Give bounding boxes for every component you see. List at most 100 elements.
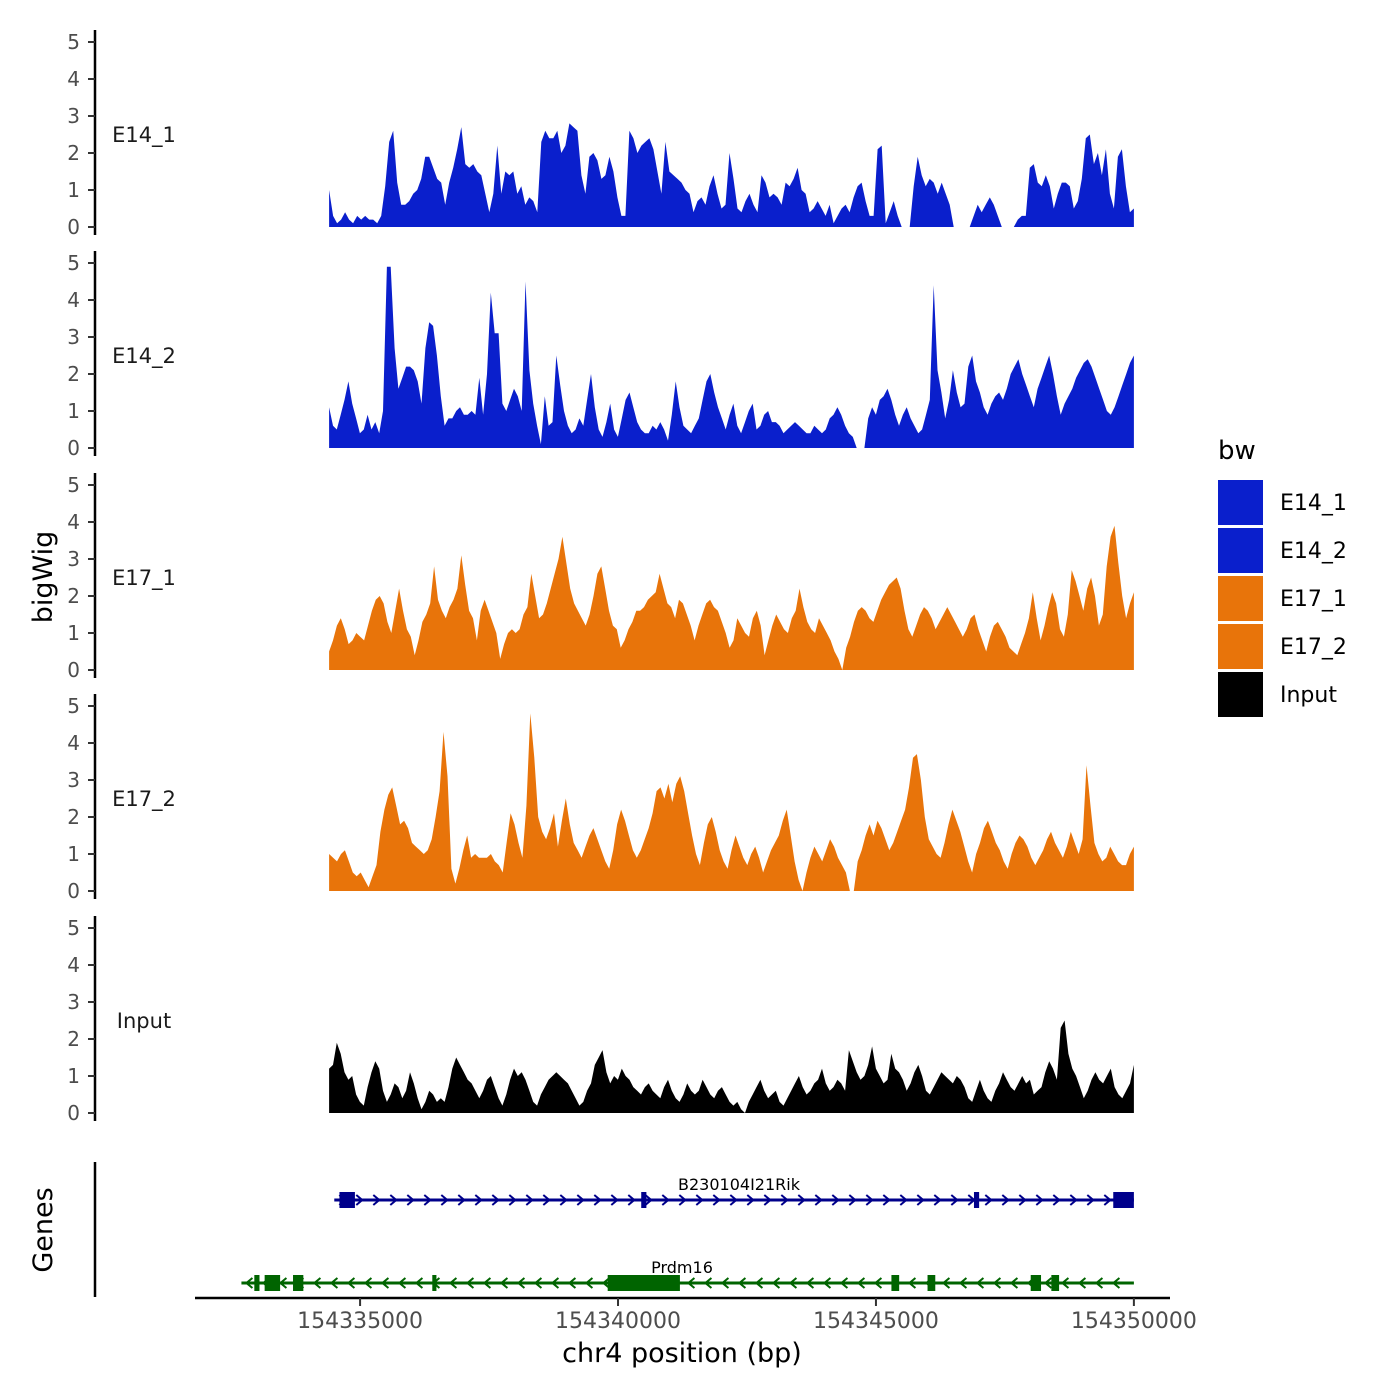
strand-arrow (278, 1277, 288, 1289)
strand-arrow (644, 1194, 653, 1206)
strand-arrow (610, 1194, 619, 1206)
exon (1051, 1275, 1060, 1291)
y-axis-title: bigWig (28, 531, 59, 624)
y-tick-label: 3 (67, 547, 80, 571)
strand-arrow (848, 1194, 857, 1206)
y-tick-label: 0 (67, 879, 80, 903)
y-tick-label: 5 (67, 473, 80, 497)
strand-arrow (831, 1194, 840, 1206)
strand-arrow (372, 1194, 381, 1206)
strand-arrow (661, 1194, 670, 1206)
strand-arrow (1069, 1194, 1078, 1206)
strand-arrow (601, 1277, 611, 1289)
y-tick-label: 2 (67, 805, 80, 829)
exon (1113, 1192, 1134, 1208)
gene-label: B230104I21Rik (678, 1175, 801, 1194)
exon (1030, 1275, 1042, 1291)
exon (891, 1275, 900, 1291)
strand-arrow (525, 1194, 534, 1206)
strand-arrow (244, 1277, 254, 1289)
strand-arrow (1060, 1277, 1070, 1289)
strand-arrow (1077, 1277, 1087, 1289)
strand-arrow (1086, 1194, 1095, 1206)
strand-arrow (457, 1194, 466, 1206)
strand-arrow (839, 1277, 849, 1289)
strand-arrow (678, 1194, 687, 1206)
strand-arrow (440, 1194, 449, 1206)
strand-arrow (567, 1277, 577, 1289)
exon (973, 1192, 980, 1208)
legend-swatch-e14-2 (1218, 528, 1263, 573)
exon (264, 1275, 281, 1291)
strand-arrow (423, 1194, 432, 1206)
y-tick-label: 4 (67, 953, 80, 977)
y-tick-label: 4 (67, 288, 80, 312)
strand-arrow (856, 1277, 866, 1289)
x-tick-label: 154350000 (1071, 1309, 1197, 1334)
coverage-area-e17-2 (329, 713, 1134, 891)
strand-arrow (873, 1277, 883, 1289)
strand-arrow (465, 1277, 475, 1289)
strand-arrow (448, 1277, 458, 1289)
track-label: E17_2 (112, 787, 176, 812)
strand-arrow (958, 1277, 968, 1289)
legend-swatch-input (1218, 672, 1263, 717)
strand-arrow (406, 1194, 415, 1206)
strand-arrow (1111, 1277, 1121, 1289)
gene-label: Prdm16 (651, 1258, 713, 1277)
y-tick-label: 5 (67, 916, 80, 940)
strand-arrow (822, 1277, 832, 1289)
strand-arrow (992, 1277, 1002, 1289)
genes-axis-title: Genes (28, 1187, 59, 1272)
x-tick-label: 154340000 (555, 1309, 681, 1334)
strand-arrow (499, 1277, 509, 1289)
strand-arrow (754, 1277, 764, 1289)
strand-arrow (805, 1277, 815, 1289)
y-tick-label: 3 (67, 325, 80, 349)
strand-arrow (746, 1194, 755, 1206)
strand-arrow (542, 1194, 551, 1206)
exon (339, 1192, 355, 1208)
strand-arrow (491, 1194, 500, 1206)
y-tick-label: 1 (67, 1064, 80, 1088)
coverage-area-e14-2 (329, 266, 1134, 448)
strand-arrow (329, 1277, 339, 1289)
strand-arrow (414, 1277, 424, 1289)
y-tick-label: 0 (67, 1101, 80, 1125)
x-tick-label: 154345000 (813, 1309, 939, 1334)
strand-arrow (363, 1277, 373, 1289)
track-label: E17_1 (112, 566, 176, 591)
strand-arrow (797, 1194, 806, 1206)
y-tick-label: 3 (67, 104, 80, 128)
track-e17-1: 0 1 2 3 4 5 E17_1 (67, 473, 1134, 682)
track-e14-1: 0 1 2 3 4 5 E14_1 (67, 30, 1134, 239)
strand-arrow (1035, 1194, 1044, 1206)
strand-arrow (814, 1194, 823, 1206)
legend-label: Input (1280, 683, 1337, 708)
y-tick-label: 5 (67, 694, 80, 718)
track-label: E14_1 (112, 123, 176, 148)
strand-arrow (695, 1194, 704, 1206)
strand-arrow (1103, 1194, 1112, 1206)
strand-arrow (576, 1194, 585, 1206)
strand-arrow (720, 1277, 730, 1289)
legend-label: E17_1 (1280, 587, 1347, 612)
track-input: 0 1 2 3 4 5 Input (67, 916, 1134, 1125)
strand-arrow (686, 1277, 696, 1289)
track-label: Input (117, 1009, 171, 1033)
track-label: E14_2 (112, 344, 176, 369)
x-tick-label: 154335000 (297, 1309, 423, 1334)
y-tick-label: 5 (67, 30, 80, 54)
strand-arrow (397, 1277, 407, 1289)
exon (607, 1275, 680, 1291)
gene-b230104i21rik: B230104I21Rik (334, 1175, 1134, 1208)
strand-arrow (729, 1194, 738, 1206)
y-tick-label: 1 (67, 399, 80, 423)
y-tick-label: 3 (67, 768, 80, 792)
y-tick-label: 2 (67, 584, 80, 608)
x-axis-title: chr4 position (bp) (562, 1338, 802, 1369)
legend-swatch-e14-1 (1218, 480, 1263, 525)
strand-arrow (933, 1194, 942, 1206)
strand-arrow (593, 1194, 602, 1206)
strand-arrow (380, 1277, 390, 1289)
